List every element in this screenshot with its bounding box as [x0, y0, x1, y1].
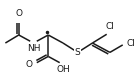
Text: O: O [25, 60, 32, 69]
Text: O: O [15, 9, 22, 18]
Text: Cl: Cl [105, 22, 114, 31]
Text: Cl: Cl [127, 39, 134, 48]
Text: S: S [75, 48, 81, 57]
Text: NH: NH [27, 44, 40, 53]
Text: OH: OH [56, 65, 70, 74]
